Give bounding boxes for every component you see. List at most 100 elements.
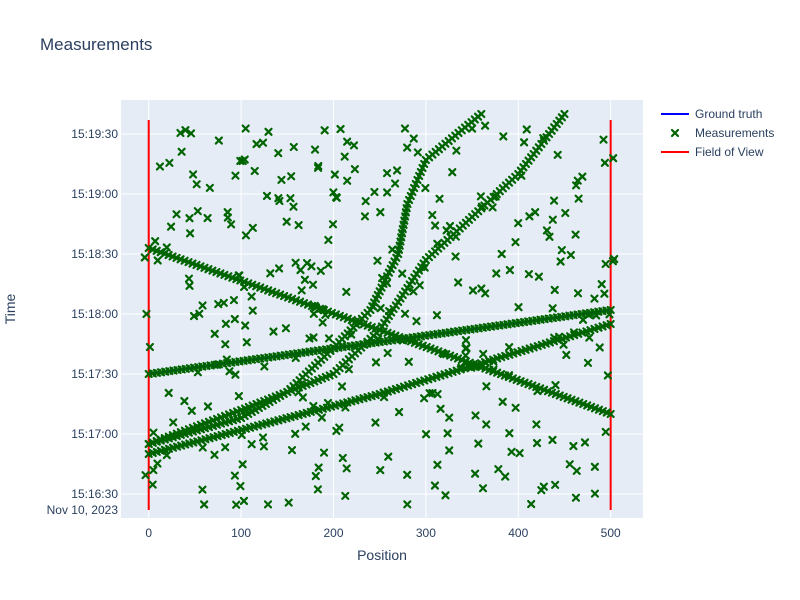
measurement-marker bbox=[262, 191, 272, 201]
legend-ground-truth-label[interactable]: Ground truth bbox=[695, 107, 762, 121]
measurement-marker bbox=[370, 298, 379, 307]
measurement-marker bbox=[421, 430, 431, 439]
measurement-marker bbox=[248, 223, 257, 232]
measurement-marker bbox=[525, 212, 534, 221]
measurement-marker bbox=[442, 226, 451, 235]
measurement-marker bbox=[606, 409, 615, 419]
measurement-marker bbox=[248, 306, 257, 315]
measurement-marker bbox=[382, 169, 392, 178]
measurement-marker bbox=[324, 260, 333, 269]
measurement-marker bbox=[383, 348, 392, 358]
measurement-marker bbox=[214, 300, 223, 309]
measurement-marker bbox=[560, 109, 569, 119]
measurement-marker bbox=[468, 286, 478, 295]
measurement-marker bbox=[590, 489, 600, 498]
measurement-marker bbox=[394, 407, 404, 417]
measurement-marker bbox=[200, 500, 209, 509]
legend-field-of-view-label[interactable]: Field of View bbox=[695, 145, 764, 159]
measurement-marker bbox=[408, 187, 417, 197]
measurement-marker bbox=[415, 281, 424, 290]
measurement-marker bbox=[557, 246, 566, 255]
measurement-marker bbox=[301, 422, 310, 431]
measurement-marker bbox=[203, 402, 213, 411]
measurement-marker bbox=[595, 343, 604, 352]
measurement-marker bbox=[461, 336, 471, 345]
measurement-marker bbox=[403, 470, 412, 479]
measurement-marker bbox=[451, 252, 460, 261]
measurement-marker bbox=[258, 433, 268, 442]
measurement-marker bbox=[189, 311, 199, 321]
measurement-marker bbox=[151, 237, 160, 246]
measurement-marker bbox=[420, 394, 429, 403]
measurement-marker bbox=[599, 135, 608, 144]
measurement-marker bbox=[264, 127, 273, 136]
measurement-marker bbox=[232, 500, 241, 509]
measurement-marker bbox=[574, 194, 583, 203]
x-tick-label: 100 bbox=[231, 526, 251, 540]
measurement-marker bbox=[289, 142, 298, 152]
measurement-marker bbox=[398, 269, 407, 278]
measurement-marker bbox=[186, 229, 195, 238]
measurement-marker bbox=[477, 109, 486, 119]
measurement-marker bbox=[214, 136, 223, 145]
measurement-marker bbox=[384, 452, 393, 461]
measurement-marker bbox=[381, 276, 390, 285]
measurement-marker bbox=[302, 258, 312, 268]
measurement-marker bbox=[413, 148, 422, 157]
measurement-marker bbox=[198, 485, 207, 494]
measurement-marker bbox=[573, 176, 582, 185]
measurement-marker bbox=[511, 403, 520, 412]
measurement-marker bbox=[606, 319, 615, 329]
legend: Ground truth Measurements Field of View bbox=[661, 107, 774, 159]
measurement-marker bbox=[477, 284, 486, 293]
measurement-marker bbox=[371, 418, 380, 427]
measurement-marker bbox=[482, 382, 491, 391]
measurement-marker bbox=[236, 481, 245, 491]
measurement-marker bbox=[600, 289, 609, 298]
measurement-marker bbox=[545, 232, 554, 241]
measurement-marker bbox=[390, 257, 399, 266]
measurement-marker bbox=[343, 137, 352, 146]
measurement-marker bbox=[142, 309, 151, 319]
measurement-marker bbox=[177, 147, 186, 156]
measurement-marker bbox=[550, 285, 559, 295]
measurement-marker bbox=[383, 188, 392, 197]
measurement-marker bbox=[418, 163, 427, 173]
measurement-marker bbox=[435, 194, 444, 203]
measurement-marker bbox=[361, 197, 370, 206]
measurement-marker bbox=[371, 358, 381, 367]
measurement-marker bbox=[514, 219, 523, 228]
measurement-marker bbox=[341, 491, 350, 500]
measurement-marker bbox=[373, 290, 382, 300]
measurement-marker bbox=[548, 215, 557, 224]
measurement-marker bbox=[537, 486, 546, 495]
measurement-marker bbox=[153, 459, 162, 468]
measurement-marker bbox=[431, 221, 440, 230]
measurement-marker bbox=[269, 327, 278, 336]
measurement-marker bbox=[511, 238, 520, 247]
measurement-marker bbox=[176, 128, 185, 138]
measurement-marker bbox=[376, 466, 385, 475]
measurement-marker bbox=[149, 428, 158, 437]
measurement-marker bbox=[188, 170, 198, 179]
measurement-marker bbox=[551, 381, 560, 390]
measurement-marker bbox=[314, 161, 323, 171]
measurement-marker bbox=[590, 462, 599, 471]
measurement-marker bbox=[239, 496, 249, 506]
measurement-marker bbox=[258, 138, 268, 147]
measurement-marker bbox=[164, 388, 173, 398]
measurement-marker bbox=[145, 342, 155, 352]
measurement-marker bbox=[443, 429, 452, 438]
measurement-marker bbox=[324, 334, 334, 343]
ground-truth-tracks bbox=[144, 109, 615, 459]
measurement-marker bbox=[585, 333, 594, 342]
y-date-label: Nov 10, 2023 bbox=[47, 503, 119, 517]
measurement-marker bbox=[534, 272, 543, 281]
measurement-marker bbox=[497, 249, 506, 259]
measurement-marker bbox=[548, 435, 557, 445]
measurement-marker bbox=[566, 250, 575, 260]
legend-measurements-label[interactable]: Measurements bbox=[695, 126, 774, 140]
measurement-marker bbox=[317, 413, 326, 422]
x-axis-title: Position bbox=[357, 547, 407, 563]
measurement-marker bbox=[436, 404, 445, 413]
